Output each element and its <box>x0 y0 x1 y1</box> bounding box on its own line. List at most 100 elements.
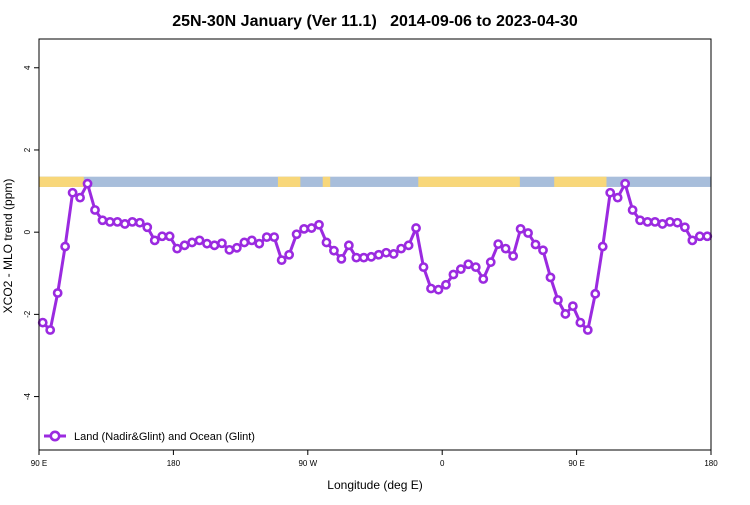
landmask-land-0 <box>39 176 84 187</box>
data-point <box>119 219 130 229</box>
landmask-layer <box>39 176 711 187</box>
data-point <box>575 317 586 328</box>
data-point <box>635 215 645 226</box>
data-point <box>567 301 578 312</box>
y-tick-label-1: -2 <box>23 310 32 318</box>
data-point <box>657 219 668 229</box>
data-point <box>52 288 63 298</box>
data-point <box>679 222 690 233</box>
landmask-land-2 <box>322 176 331 187</box>
data-point <box>90 205 100 215</box>
data-point <box>366 251 377 262</box>
data-point <box>291 229 302 240</box>
series-layer <box>37 178 713 335</box>
y-tick-label-3: 2 <box>23 147 32 152</box>
data-point <box>500 243 511 254</box>
data-point <box>37 317 48 328</box>
data-point <box>45 325 56 335</box>
y-tick-label-4: 4 <box>23 65 32 70</box>
plot-frame <box>38 38 712 451</box>
data-point <box>650 216 660 227</box>
data-point <box>164 231 175 242</box>
data-point <box>142 222 153 233</box>
data-point <box>231 242 242 253</box>
data-point <box>545 272 556 283</box>
data-point <box>75 192 85 203</box>
data-point <box>388 249 399 259</box>
landmask-land-1 <box>277 176 301 187</box>
legend-marker <box>49 430 61 442</box>
data-point <box>620 178 631 189</box>
data-point <box>694 231 705 242</box>
y-axis-label: XCO2 - MLO trend (ppm) <box>1 179 15 314</box>
x-tick-label-0: 90 E <box>31 459 47 468</box>
data-point <box>426 283 436 294</box>
data-point <box>209 240 220 251</box>
data-point <box>418 262 429 273</box>
x-tick-label-4: 90 E <box>568 459 584 468</box>
data-point <box>485 257 496 268</box>
data-point <box>254 238 265 249</box>
data-point <box>112 216 123 227</box>
data-point <box>157 231 168 242</box>
data-point <box>284 249 295 260</box>
landmask-land-4 <box>554 176 607 187</box>
data-point <box>246 235 257 246</box>
data-point <box>314 219 324 230</box>
data-point <box>597 241 608 252</box>
data-point <box>239 237 250 248</box>
data-point <box>194 235 205 246</box>
data-point <box>515 223 526 234</box>
data-point <box>67 187 78 198</box>
data-point <box>321 237 332 248</box>
data-point <box>605 187 616 198</box>
data-point <box>224 244 235 255</box>
legend-label: Land (Nadir&Glint) and Ocean (Glint) <box>74 431 255 443</box>
data-point <box>590 288 601 299</box>
data-point <box>381 247 392 258</box>
data-point <box>553 295 563 305</box>
data-point <box>560 309 571 319</box>
data-point <box>508 251 519 261</box>
data-point <box>351 252 362 263</box>
data-point <box>493 239 504 249</box>
data-point <box>470 262 481 273</box>
x-tick-label-3: 0 <box>440 459 445 468</box>
data-point <box>97 215 108 226</box>
data-point <box>60 241 71 252</box>
data-point <box>105 216 115 227</box>
data-point <box>702 231 713 242</box>
landmask-land-3 <box>418 176 520 187</box>
landmask-ocean <box>39 176 711 187</box>
x-axis-label: Longitude (deg E) <box>327 478 422 492</box>
data-point <box>687 235 698 246</box>
data-point <box>396 243 407 254</box>
data-point <box>217 238 227 249</box>
data-point <box>276 255 287 266</box>
data-point <box>530 239 541 250</box>
data-point <box>478 274 489 284</box>
data-point <box>627 205 638 215</box>
y-tick-label-2: 0 <box>23 229 32 234</box>
data-point <box>642 216 653 227</box>
data-point <box>455 264 466 275</box>
data-point <box>299 223 309 234</box>
data-point <box>127 216 138 227</box>
data-point <box>411 223 421 233</box>
data-point <box>665 216 675 227</box>
data-point <box>202 238 212 249</box>
axis-layer: 90 E 180 90 W 0 90 E 180 -4 -2 0 2 4 <box>23 65 718 468</box>
x-tick-label-2: 90 W <box>298 459 317 468</box>
data-point <box>134 217 145 228</box>
data-point <box>343 240 354 251</box>
data-point <box>187 237 197 248</box>
data-point <box>306 223 317 233</box>
data-point <box>149 235 160 246</box>
data-point <box>336 253 347 264</box>
chart-title: 25N-30N January (Ver 11.1) 2014-09-06 to… <box>172 13 578 30</box>
x-tick-label-5: 180 <box>704 459 718 468</box>
data-point <box>441 279 451 290</box>
data-point <box>672 217 683 228</box>
data-point <box>329 245 339 256</box>
